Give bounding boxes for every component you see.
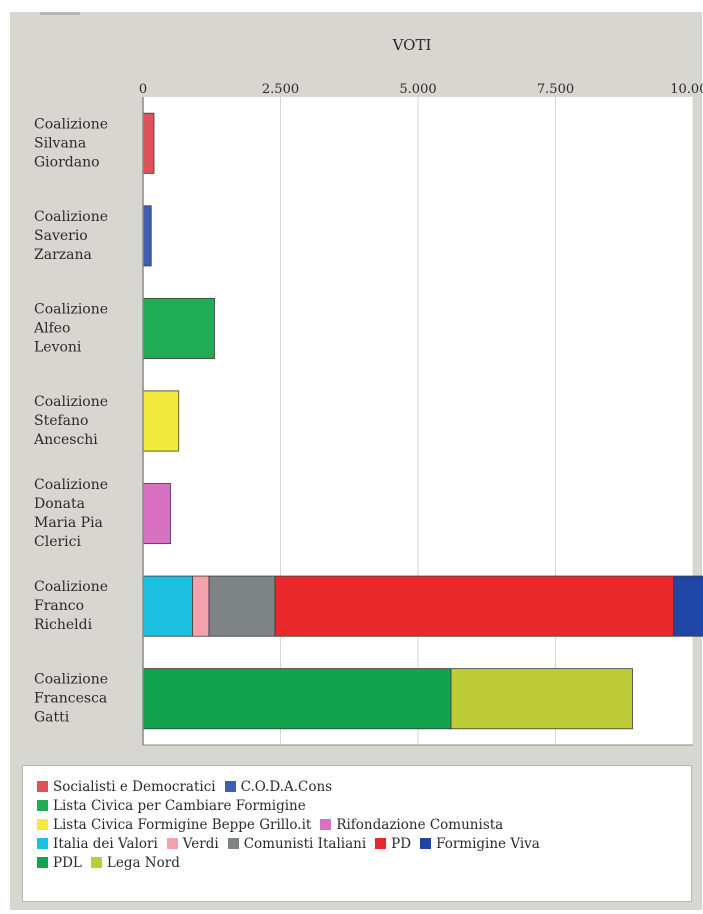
x-tick-label: 0 bbox=[139, 82, 147, 97]
legend-item: Lista Civica Formigine Beppe Grillo.it bbox=[37, 816, 311, 835]
legend-row: Lista Civica Formigine Beppe Grillo.it Ri… bbox=[37, 816, 681, 835]
legend-label: PDL bbox=[53, 855, 82, 871]
legend-swatch bbox=[37, 838, 48, 849]
legend-label: Lista Civica Formigine Beppe Grillo.it bbox=[53, 817, 312, 833]
legend-item: PDL bbox=[37, 854, 82, 873]
bar-segment bbox=[142, 575, 193, 637]
legend-row: Lista Civica per Cambiare Formigine bbox=[37, 797, 681, 816]
legend-label: Verdi bbox=[182, 836, 219, 852]
bar-segment bbox=[142, 668, 452, 730]
legend-row: Socialisti e Democratici C.O.D.A.Cons bbox=[37, 778, 681, 797]
legend-item: C.O.D.A.Cons bbox=[224, 778, 333, 797]
bar-segment bbox=[142, 205, 152, 267]
legend: Socialisti e Democratici C.O.D.A.Cons List… bbox=[22, 765, 692, 902]
legend-swatch bbox=[227, 838, 239, 849]
legend-label: Comunisti Italiani bbox=[243, 836, 367, 852]
bar-segment bbox=[274, 575, 675, 637]
legend-label: C.O.D.A.Cons bbox=[240, 779, 333, 795]
legend-swatch bbox=[90, 857, 102, 868]
category-label: Coalizione Saverio Zarzana bbox=[34, 209, 108, 263]
legend-item: Formigine Viva bbox=[420, 835, 540, 854]
legend-swatch bbox=[320, 819, 332, 830]
x-tick-label: 2.500 bbox=[262, 82, 299, 97]
category-labels: Coalizione Silvana Giordano Coalizione Saver… bbox=[33, 116, 108, 725]
legend-label: Italia dei Valori bbox=[53, 836, 158, 852]
category-label: Coalizione Franco Richeldi bbox=[34, 579, 108, 633]
chart-title: VOTI bbox=[392, 36, 432, 54]
legend-item: Comunisti Italiani bbox=[227, 835, 367, 854]
category-label: Coalizione Donata Maria Pia Clerici bbox=[34, 477, 108, 550]
x-tick-label: 5.000 bbox=[399, 82, 436, 97]
bar-segment bbox=[142, 483, 171, 545]
legend-label: PD bbox=[391, 836, 412, 852]
legend-item: Lega Nord bbox=[90, 854, 180, 873]
category-label: Coalizione Stefano Anceschi bbox=[33, 394, 108, 448]
bar-segment bbox=[208, 575, 276, 637]
legend-item: Rifondazione Comunista bbox=[320, 816, 503, 835]
legend-swatch bbox=[37, 781, 48, 792]
bar-segment bbox=[142, 390, 180, 452]
bar-segment bbox=[673, 575, 703, 637]
legend-row: PDL Lega Nord bbox=[37, 854, 681, 873]
category-label: Coalizione Silvana Giordano bbox=[34, 116, 108, 170]
legend-item: Socialisti e Democratici bbox=[37, 778, 216, 797]
legend-item: Lista Civica per Cambiare Formigine bbox=[37, 797, 306, 816]
bar-segment bbox=[142, 297, 215, 359]
legend-swatch bbox=[420, 838, 432, 849]
legend-row: Italia dei Valori Verdi Comunisti Italiani… bbox=[37, 835, 681, 854]
legend-label: Formigine Viva bbox=[436, 836, 540, 852]
x-tick-label: 10.000 bbox=[670, 82, 703, 97]
category-label: Coalizione Francesca Gatti bbox=[34, 672, 108, 726]
bar-segment bbox=[192, 575, 210, 637]
legend-item: PD bbox=[375, 835, 411, 854]
category-label: Coalizione Alfeo Levoni bbox=[33, 301, 108, 355]
legend-item: Italia dei Valori bbox=[37, 835, 158, 854]
bar-segment bbox=[142, 112, 155, 174]
legend-label: Lega Nord bbox=[106, 855, 180, 871]
legend-swatch bbox=[37, 800, 48, 811]
bar-segment bbox=[450, 668, 633, 730]
x-axis-tick-labels: 0 2.500 5.000 7.500 10.000 bbox=[139, 82, 703, 97]
legend-label: Rifondazione Comunista bbox=[336, 817, 504, 833]
x-tick-label: 7.500 bbox=[537, 82, 574, 97]
legend-swatch bbox=[166, 838, 178, 849]
grid-lines bbox=[280, 97, 694, 745]
bars bbox=[142, 112, 703, 730]
legend-swatch bbox=[375, 838, 387, 849]
legend-swatch bbox=[37, 857, 48, 868]
legend-swatch bbox=[224, 781, 236, 792]
top-decoration bbox=[40, 12, 80, 25]
legend-swatch bbox=[37, 819, 48, 830]
legend-label: Socialisti e Democratici bbox=[53, 779, 216, 795]
legend-item: Verdi bbox=[166, 835, 219, 854]
legend-label: Lista Civica per Cambiare Formigine bbox=[53, 798, 306, 814]
